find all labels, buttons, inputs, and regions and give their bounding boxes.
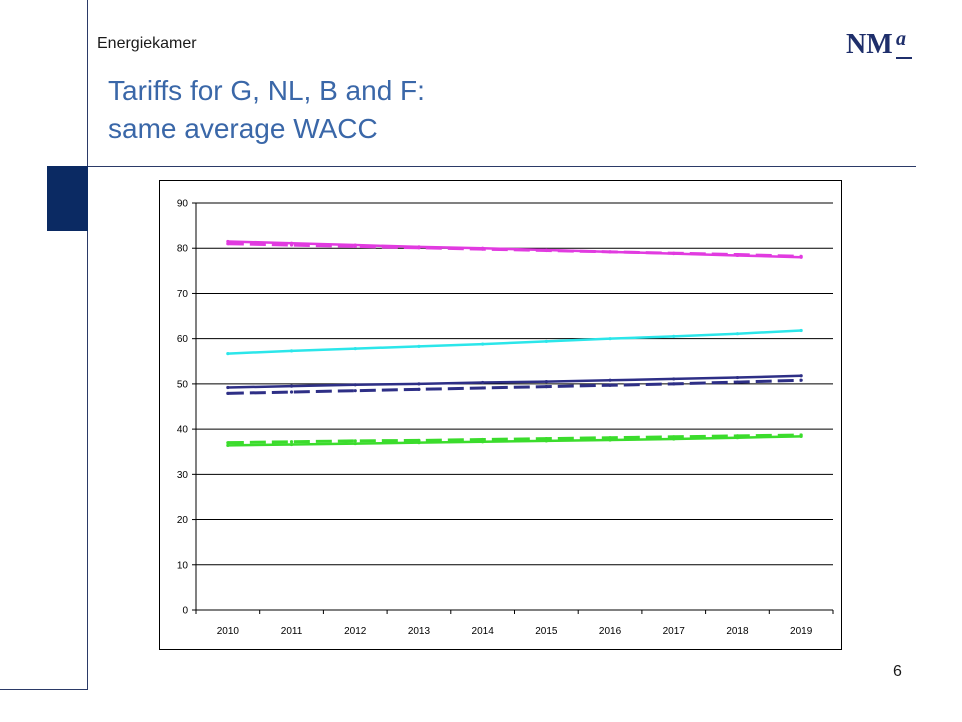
series-line-7 [227, 433, 802, 445]
page-number: 6 [893, 663, 902, 680]
data-point [417, 387, 421, 391]
data-point [289, 442, 294, 447]
y-tick-label: 20 [177, 515, 189, 526]
data-point [608, 250, 612, 254]
data-point [289, 243, 294, 247]
series-line-2 [227, 242, 802, 258]
header-rule [88, 166, 916, 167]
data-point [481, 437, 485, 442]
data-point [353, 441, 357, 446]
data-point [799, 374, 803, 378]
bottom-left-rule [0, 689, 88, 690]
data-point [481, 247, 485, 251]
x-tick-label: 2019 [790, 626, 813, 637]
slide-title-line1: Tariffs for G, NL, B and F: [108, 75, 425, 106]
data-point [353, 244, 357, 249]
data-point [608, 337, 612, 341]
data-point [735, 332, 740, 336]
y-tick-label: 70 [177, 289, 189, 300]
x-tick-label: 2012 [344, 626, 367, 637]
data-point [799, 328, 803, 333]
data-point [799, 254, 803, 258]
data-point [353, 383, 357, 387]
data-point [608, 383, 612, 387]
data-point [481, 386, 485, 390]
data-point [672, 435, 676, 439]
data-point [417, 246, 421, 250]
chart-frame: 0 10 20 30 40 50 60 70 80 90 2010 2011 2012 2013 2014 2… [159, 180, 842, 650]
data-point [417, 344, 421, 348]
slide-title-line2: same average WACC [108, 113, 378, 144]
y-tick-label: 10 [177, 560, 189, 571]
data-point [481, 342, 485, 346]
data-point [544, 385, 548, 389]
data-point [672, 382, 676, 386]
data-point [226, 242, 230, 246]
data-point [735, 375, 740, 380]
data-point [289, 349, 294, 353]
data-point [544, 339, 548, 343]
x-tick-label: 2014 [472, 626, 495, 637]
data-point [353, 439, 357, 443]
data-point [481, 380, 485, 385]
x-tick-label: 2010 [217, 626, 240, 637]
data-point [226, 443, 230, 447]
series-line-3 [227, 329, 802, 355]
data-point [289, 384, 294, 388]
data-point [417, 438, 421, 443]
y-tick-label: 0 [182, 606, 188, 617]
data-point [417, 382, 421, 386]
x-tick-label: 2015 [535, 626, 558, 637]
nma-logo: NM a [846, 28, 912, 60]
x-tick-label: 2017 [663, 626, 686, 637]
series-line-6 [227, 435, 802, 447]
y-tick-label: 80 [177, 244, 189, 255]
data-point [226, 351, 230, 356]
logo-letters: NM [846, 29, 893, 60]
data-point [799, 433, 803, 437]
organization-label: Energiekamer [97, 35, 197, 52]
left-vertical-rule [87, 0, 88, 690]
data-point [672, 334, 676, 339]
data-point [735, 434, 740, 438]
y-tick-label: 50 [177, 379, 189, 390]
data-point [544, 437, 548, 441]
data-point [353, 389, 357, 393]
data-point [735, 380, 740, 384]
logo-letter-a: a [896, 28, 906, 50]
series-line-5 [227, 378, 802, 395]
y-tick-label: 30 [177, 470, 189, 481]
data-point [672, 377, 676, 381]
data-point [735, 252, 740, 257]
data-point [544, 380, 548, 384]
y-tick-label: 60 [177, 334, 189, 345]
data-point [289, 390, 294, 394]
y-tick-label: 40 [177, 425, 189, 436]
y-tick-label: 90 [177, 199, 189, 210]
data-point [226, 391, 230, 395]
accent-block [47, 166, 88, 231]
data-point [226, 441, 230, 445]
x-tick-label: 2013 [408, 626, 431, 637]
data-point [544, 248, 548, 253]
x-tick-label: 2018 [726, 626, 749, 637]
data-point [608, 378, 612, 382]
data-point [799, 378, 803, 382]
x-tick-label: 2011 [281, 626, 303, 637]
line-chart: 0 10 20 30 40 50 60 70 80 90 2010 2011 2012 2013 2014 2… [177, 199, 834, 637]
data-point [289, 440, 294, 444]
x-tick-label: 2016 [599, 626, 622, 637]
data-point [608, 436, 612, 440]
data-point [672, 251, 676, 255]
series-line-4 [227, 374, 802, 389]
data-point [353, 347, 357, 351]
data-point [226, 385, 230, 390]
slide-title: Tariffs for G, NL, B and F: same average… [108, 72, 425, 148]
